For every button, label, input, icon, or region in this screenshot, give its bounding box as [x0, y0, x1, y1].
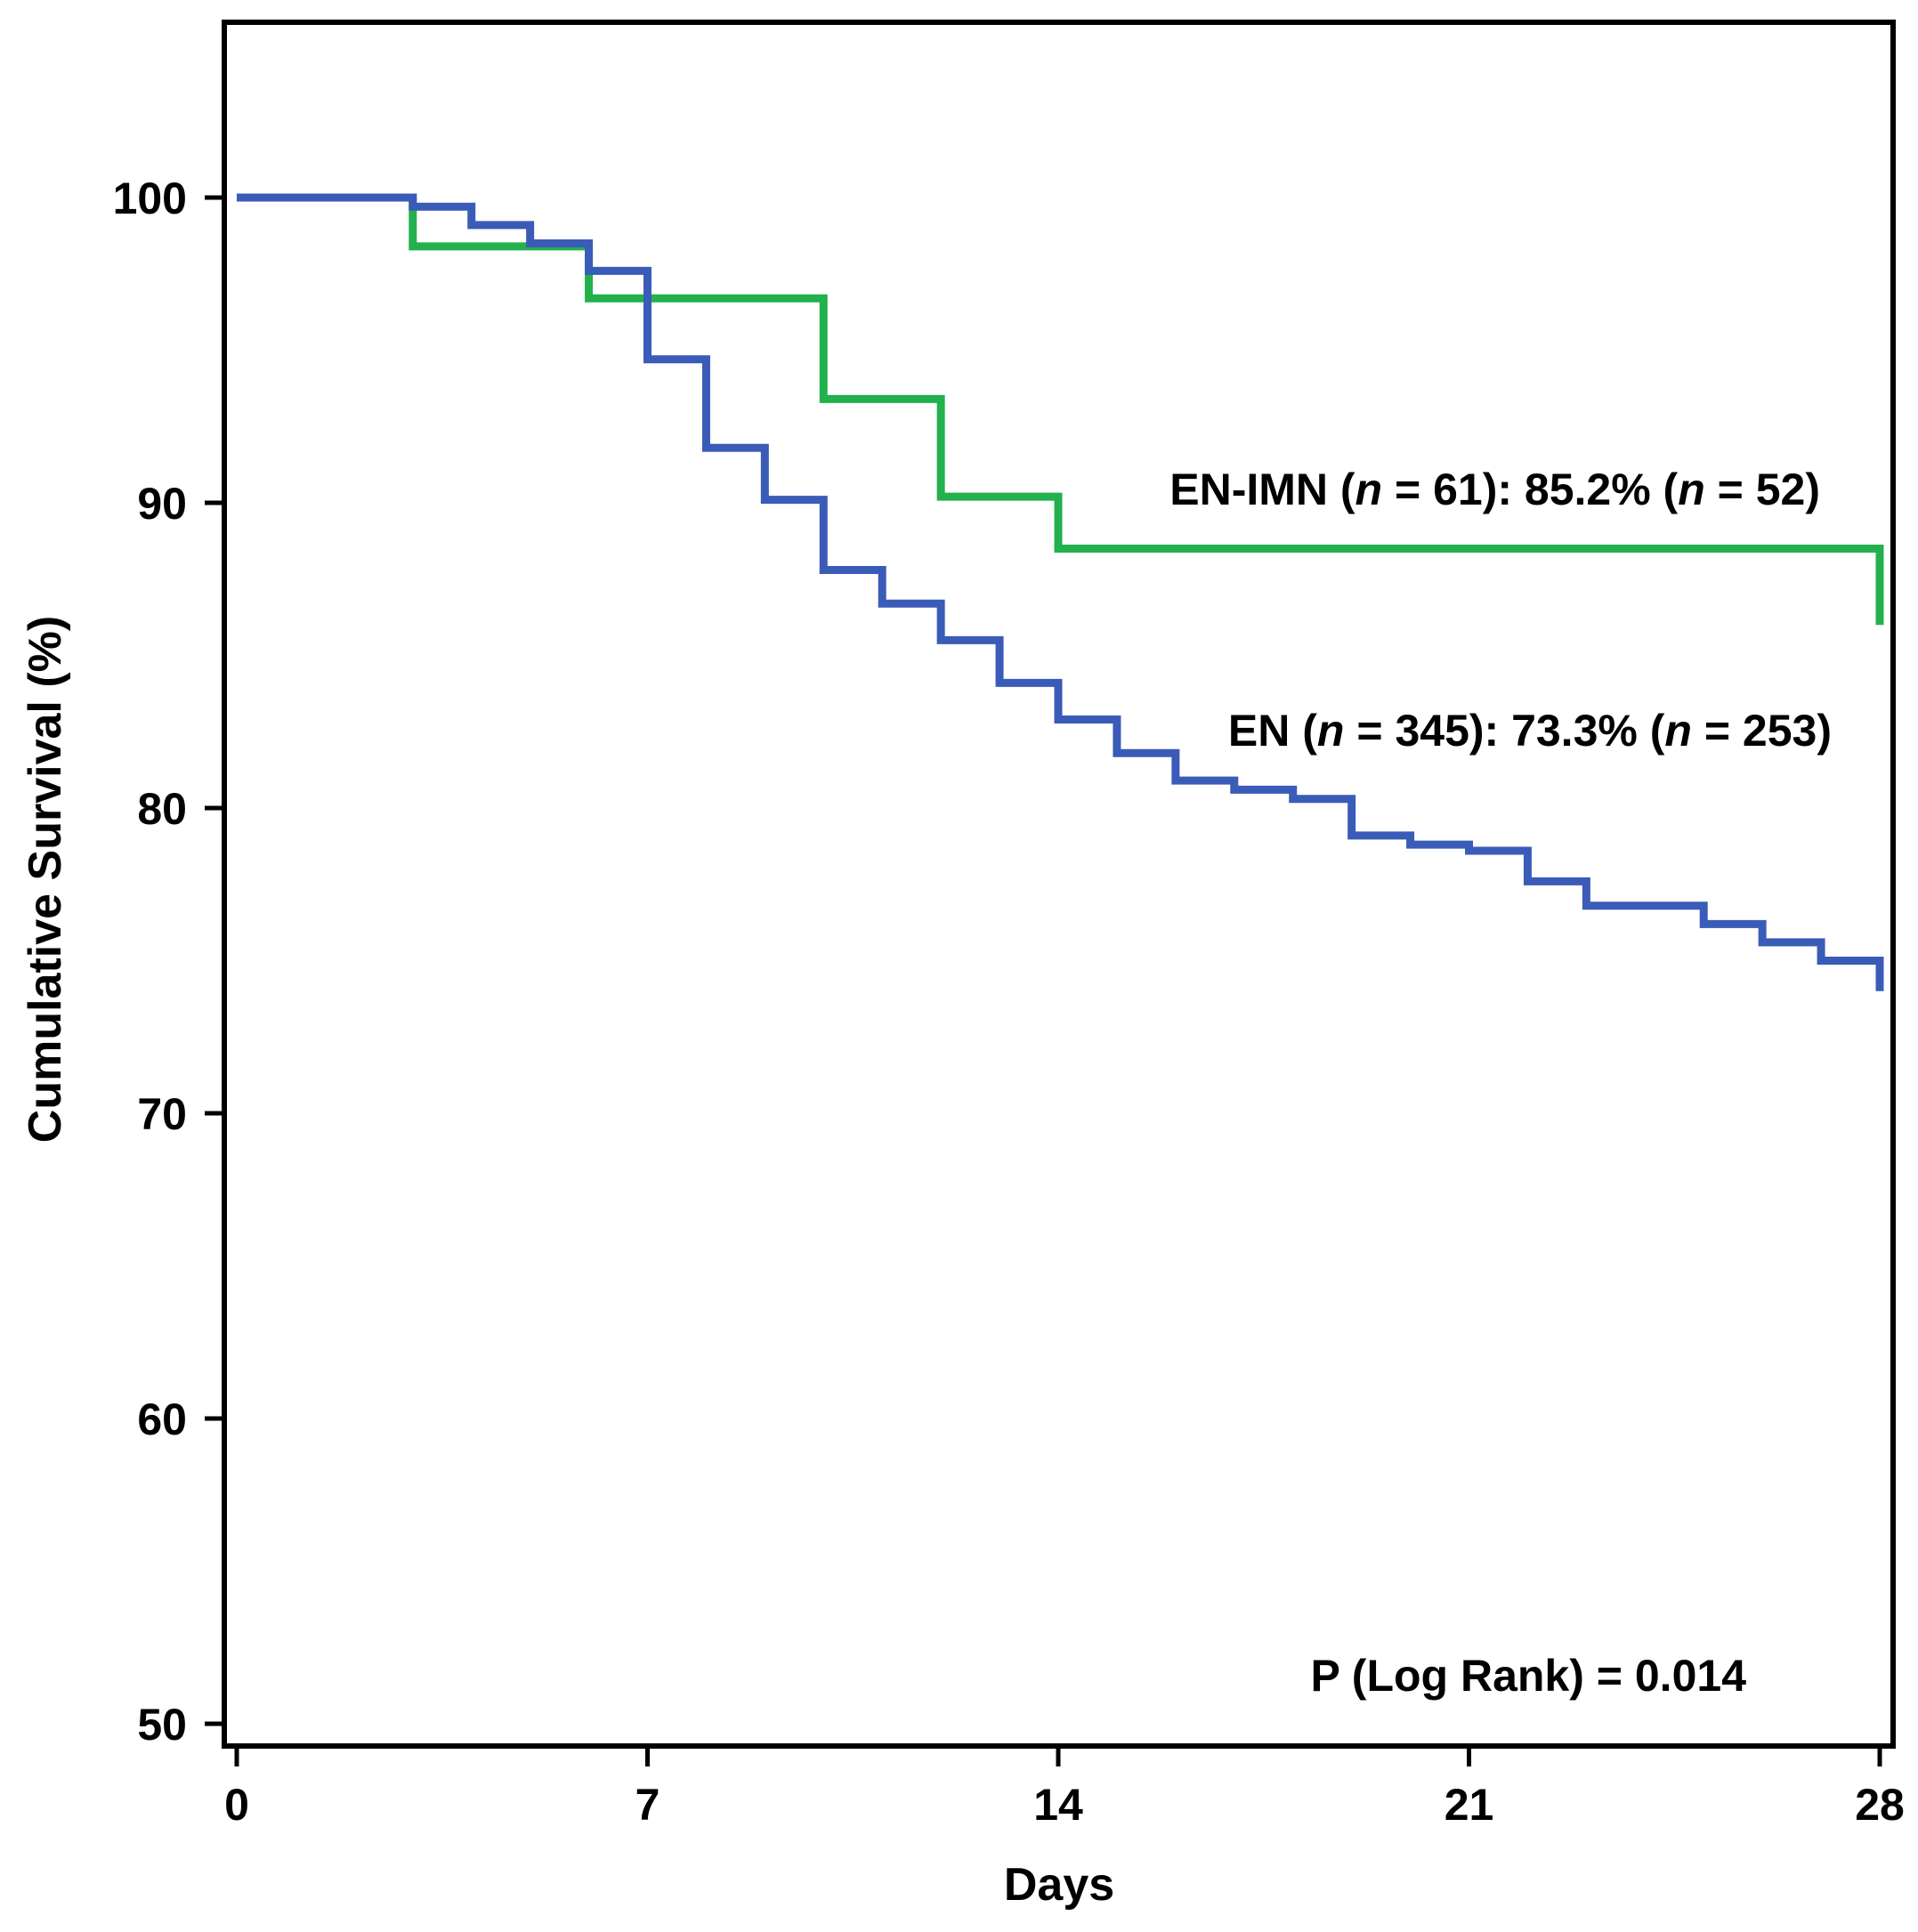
- series-layer: [237, 193, 1884, 991]
- x-tick-label: 21: [1445, 1780, 1494, 1830]
- y-tick-label: 50: [137, 1700, 187, 1750]
- x-tick-label: 28: [1855, 1780, 1905, 1830]
- series-line-en: [237, 193, 1884, 991]
- y-tick-label: 90: [137, 479, 187, 529]
- annotation-p-value: P (Log Rank) = 0.014: [1310, 1651, 1746, 1701]
- x-tick-label: 14: [1033, 1780, 1083, 1830]
- x-tick-label: 7: [635, 1780, 660, 1830]
- x-tick-label: 0: [224, 1780, 249, 1830]
- annotation-en-imn-label: EN-IMN (n = 61): 85.2% (n = 52): [1169, 465, 1820, 514]
- axis-layer: 50 60 70 80 90 100 0 7 14 21 28: [113, 174, 1905, 1830]
- annotation-layer: EN-IMN (n = 61): 85.2% (n = 52) EN (n = 3…: [1169, 465, 1832, 1701]
- y-tick-label: 60: [137, 1394, 187, 1444]
- x-axis-label: Days: [1004, 1859, 1114, 1911]
- y-tick-label: 80: [137, 784, 187, 834]
- y-tick-label: 100: [113, 174, 187, 223]
- annotation-en-label: EN (n = 345): 73.3% (n = 253): [1228, 706, 1832, 756]
- y-axis-label: Cumulative Survival (%): [20, 616, 71, 1143]
- y-tick-label: 70: [137, 1089, 187, 1139]
- series-line-en_imn: [237, 193, 1884, 626]
